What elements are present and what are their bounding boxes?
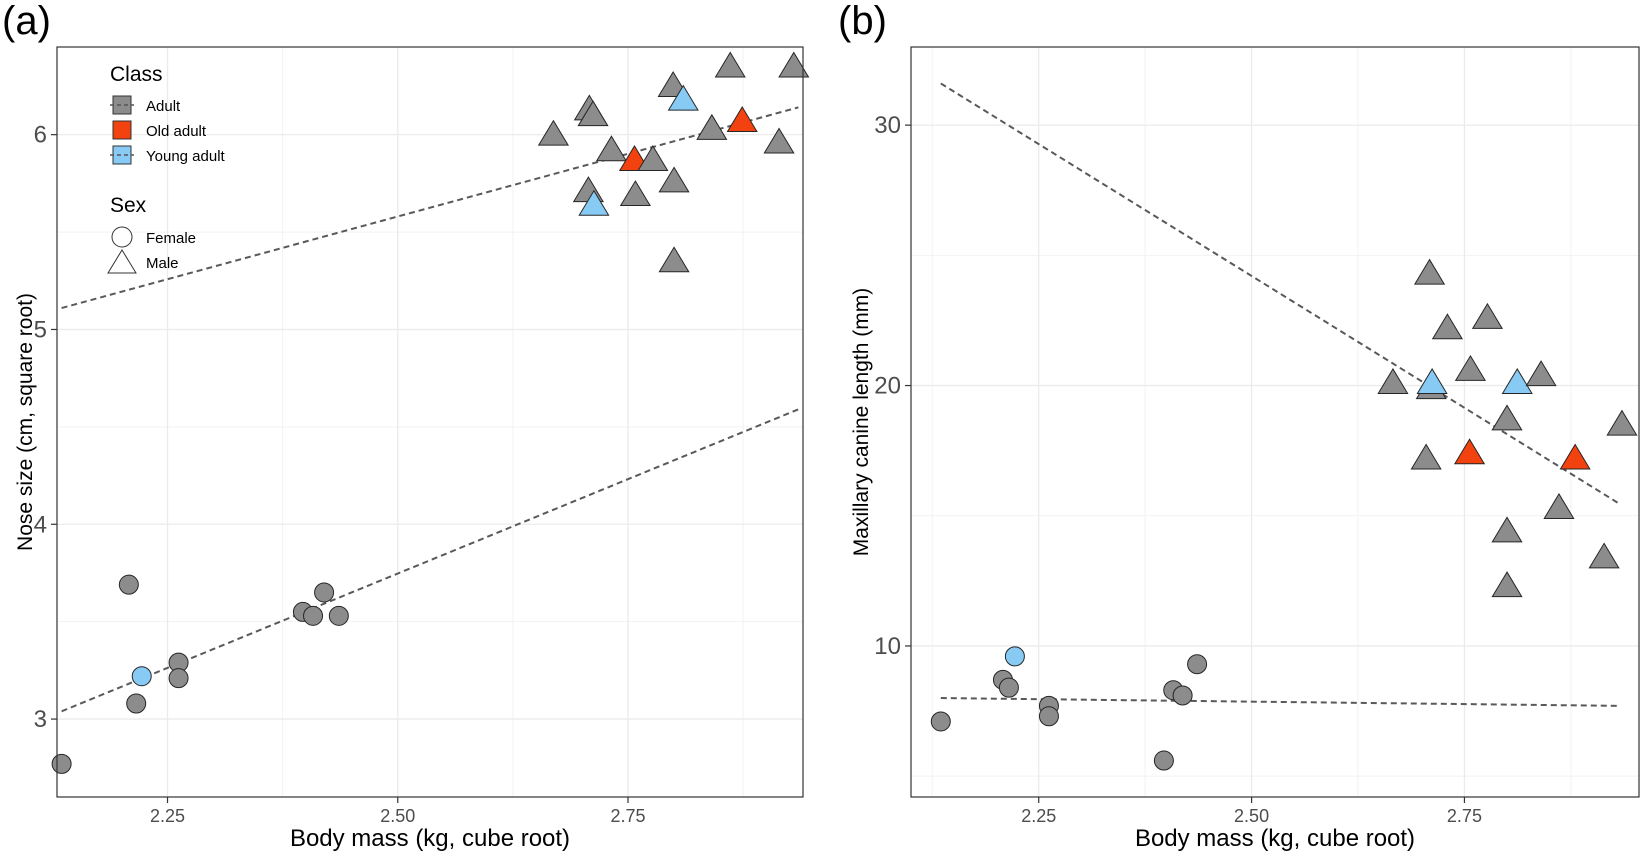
y-tick-label: 10 [874,633,901,660]
data-point-male [1606,409,1638,436]
y-tick-label: 20 [874,373,901,400]
data-point-male [658,246,690,273]
legend-label-young-adult: Young adult [146,148,226,165]
panel-b-background [911,47,1639,797]
data-point-male [537,119,569,146]
x-tick-label: 2.75 [610,806,645,826]
legend-key-young-adult [112,145,132,165]
legend: Class Adult Old adult Young adult Sex Fe… [107,63,226,274]
legend-key-adult [112,95,132,115]
data-point-male [667,84,699,111]
data-point-female [118,574,139,595]
legend-class-title: Class [110,63,163,86]
data-point-male [1413,258,1446,285]
legend-key-male [107,249,137,274]
data-point-male [696,113,728,140]
data-point-female [168,668,189,689]
legend-label-female: Female [146,230,196,247]
data-point-female [998,677,1019,698]
data-point-male [1431,313,1464,340]
data-point-male [1410,443,1442,470]
legend-sex-title: Sex [110,194,147,217]
panel-label-a: (a) [2,0,51,43]
y-tick-label: 4 [34,511,47,538]
panel-a-plot: 2.25 2.50 2.75 3 4 5 6 Body mass (kg, cube roo… [14,46,810,851]
data-point-female [303,605,324,626]
x-tick-label: 2.25 [150,806,185,826]
data-point-male [1416,367,1448,394]
data-point-male [1471,302,1504,329]
data-point-male [1559,443,1591,470]
legend-key-female [111,226,133,248]
legend-item-young-adult: Young adult [110,145,226,165]
data-point-male [637,145,669,171]
data-point-male [578,189,610,216]
panel-b-plot: 2.25 2.50 2.75 10 20 30 Body mass (kg, cube r… [850,46,1640,851]
x-tick-label: 2.25 [1021,806,1056,826]
data-point-male [1491,516,1523,543]
data-point-male [619,180,651,207]
panel-a-x-axis-title: Body mass (kg, cube root) [290,825,570,851]
data-point-male [595,135,628,162]
y-tick-label: 5 [34,316,47,343]
y-tick-label: 6 [34,122,47,149]
data-point-male [1377,367,1409,394]
data-point-male [778,51,810,78]
legend-key-old-adult [112,120,132,140]
panel-b-border [910,46,1640,798]
data-point-female [328,605,349,626]
y-tick-label: 30 [874,112,901,139]
data-point-male [1501,367,1533,394]
legend-item-male: Male [107,249,179,274]
data-point-female [1153,750,1174,771]
data-point-male [1491,404,1523,431]
legend-item-female: Female [111,226,196,248]
legend-label-male: Male [146,255,179,272]
panel-a-ticks: 2.25 2.50 2.75 3 4 5 6 [34,122,646,826]
data-point-male [763,127,795,154]
data-point-male [714,51,746,78]
data-point-male [1454,354,1486,381]
legend-item-old-adult: Old adult [112,120,207,140]
data-point-female [930,711,951,732]
trend-line [61,106,799,310]
data-point-female [1038,706,1059,727]
x-tick-label: 2.75 [1447,806,1482,826]
trend-line [940,82,1619,504]
data-point-female [1172,685,1193,706]
data-point-male [1588,542,1620,569]
panel-b-y-axis-title: Maxillary canine length (mm) [850,288,873,556]
data-point-female [1187,654,1208,675]
legend-item-adult: Adult [110,95,181,115]
legend-label-adult: Adult [146,98,181,115]
data-point-female [51,753,72,774]
data-point-male [1525,360,1557,387]
data-point-male [1453,438,1486,465]
legend-label-old-adult: Old adult [146,123,207,140]
data-point-male [726,106,758,133]
panel-a-grid [57,47,803,797]
data-point-male [577,100,609,127]
panel-b-grid [911,47,1639,797]
panel-b-points [930,258,1638,771]
data-point-male [658,166,690,193]
x-tick-label: 2.50 [1234,806,1269,826]
panel-a-y-axis-title: Nose size (cm, square root) [14,293,37,551]
data-point-female [1004,646,1025,667]
x-tick-label: 2.50 [380,806,415,826]
y-tick-label: 3 [34,706,47,733]
panel-b-x-axis-title: Body mass (kg, cube root) [1135,825,1415,851]
data-point-male [1543,492,1575,519]
panel-a-border [56,46,804,798]
data-point-female [314,582,335,603]
panel-label-b: (b) [838,0,887,43]
data-point-male [1491,571,1523,598]
data-point-female [131,666,152,687]
panel-b-ticks: 2.25 2.50 2.75 10 20 30 [874,112,1482,826]
data-point-female [126,693,147,714]
